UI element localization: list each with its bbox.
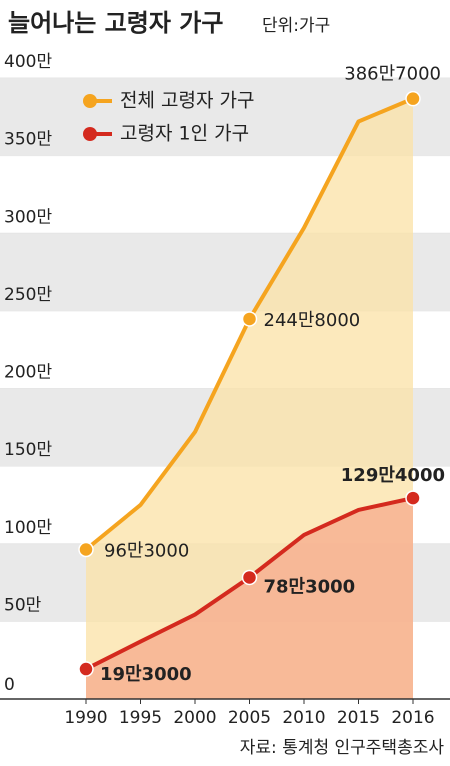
y-tick-label: 200만 bbox=[4, 363, 52, 383]
x-tick-label: 2015 bbox=[337, 708, 380, 728]
y-tick-label: 150만 bbox=[4, 440, 52, 460]
y-tick-label: 100만 bbox=[4, 518, 52, 538]
point bbox=[303, 227, 305, 229]
legend-marker bbox=[83, 127, 97, 141]
point bbox=[140, 504, 141, 506]
point bbox=[241, 569, 258, 586]
chart-title: 늘어나는 고령자 가구 bbox=[8, 9, 223, 37]
legend-label: 전체 고령자 가구 bbox=[120, 90, 254, 112]
value-label: 129만4000 bbox=[341, 465, 445, 486]
point bbox=[78, 541, 94, 558]
value-label: 386만7000 bbox=[344, 64, 441, 85]
y-tick-label: 50만 bbox=[4, 595, 42, 615]
point bbox=[303, 534, 305, 536]
point bbox=[194, 614, 196, 616]
y-tick-label: 350만 bbox=[4, 130, 52, 150]
value-label: 96만3000 bbox=[104, 540, 189, 561]
y-tick-label: 400만 bbox=[4, 52, 52, 72]
x-tick-label: 1995 bbox=[119, 708, 162, 728]
y-tick-label: 300만 bbox=[4, 207, 52, 227]
value-label: 19만3000 bbox=[100, 664, 192, 685]
point bbox=[78, 661, 94, 677]
x-tick-label: 2000 bbox=[173, 708, 216, 728]
area bbox=[86, 498, 413, 699]
y-tick-label: 250만 bbox=[4, 285, 52, 305]
value-label: 244만8000 bbox=[264, 310, 361, 331]
point bbox=[358, 509, 359, 511]
y-tick-label: 0 bbox=[4, 675, 15, 695]
x-tick-label: 2005 bbox=[228, 708, 271, 728]
point bbox=[140, 641, 141, 643]
x-tick-label: 2016 bbox=[391, 708, 434, 728]
point bbox=[358, 120, 359, 122]
x-tick-label: 2010 bbox=[282, 708, 325, 728]
point bbox=[405, 90, 421, 107]
x-tick-label: 1990 bbox=[64, 708, 107, 728]
point bbox=[405, 490, 421, 506]
value-label: 78만3000 bbox=[264, 576, 356, 597]
point bbox=[194, 431, 196, 433]
point bbox=[241, 311, 258, 327]
legend-label: 고령자 1인 가구 bbox=[120, 123, 249, 145]
source: 자료: 통계청 인구주택총조사 bbox=[240, 738, 445, 758]
legend-marker bbox=[83, 94, 97, 108]
chart-subtitle: 단위:가구 bbox=[262, 16, 330, 36]
